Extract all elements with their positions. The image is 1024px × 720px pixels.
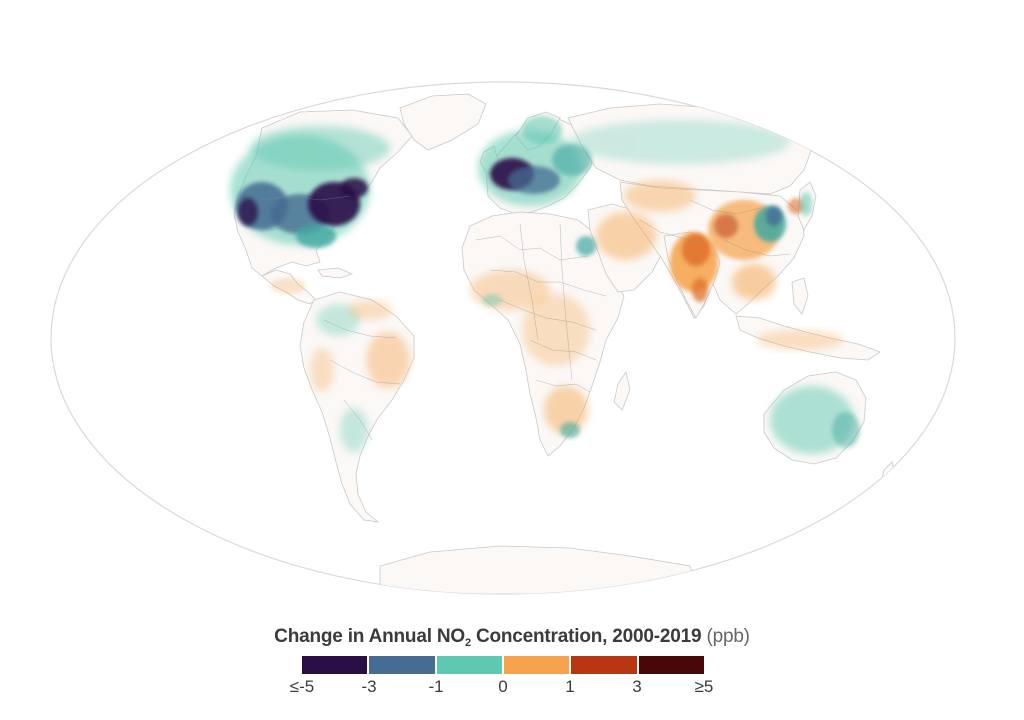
africa-south-orange xyxy=(544,386,588,434)
central-asia-orange xyxy=(624,180,696,212)
world-map xyxy=(50,81,956,595)
china-blue-east xyxy=(766,206,782,226)
no2-change-overlay xyxy=(230,116,860,454)
philippines xyxy=(791,277,809,315)
legend-title-subscript: 2 xyxy=(464,637,471,649)
eu-east-teal xyxy=(552,144,592,176)
africa-north-teal xyxy=(576,236,596,256)
legend-tick-5: 1 xyxy=(565,677,575,696)
legend-ticks: ≤-5 -3 -1 0 1 3 ≥5 xyxy=(0,677,1024,701)
legend-tick-3: -1 xyxy=(428,677,444,696)
india-south xyxy=(692,278,708,302)
caribbean-islands xyxy=(317,267,354,279)
sa-orange-east xyxy=(366,332,410,388)
australia-teal xyxy=(770,386,854,454)
sa-orange-north xyxy=(348,300,392,320)
legend-unit: (ppb) xyxy=(706,626,750,647)
na-purple-northeast xyxy=(340,178,368,198)
eu-blue-ring xyxy=(508,166,560,194)
china-red-west xyxy=(714,214,738,238)
se-asia-orange xyxy=(732,264,776,300)
legend-title-rest: Concentration, 2000-2019 xyxy=(470,626,702,647)
middle-east-orange xyxy=(596,212,656,260)
legend-tick-4: 0 xyxy=(498,677,508,696)
legend-swatch-6 xyxy=(638,656,704,674)
australia-teal-east xyxy=(832,412,860,448)
na-north-teal xyxy=(250,126,390,170)
legend-title: Change in Annual NO2 Concentration, 2000… xyxy=(0,626,1024,649)
legend-swatch-4 xyxy=(503,656,570,674)
legend-title-main: Change in Annual NO xyxy=(274,626,465,647)
na-teal-south xyxy=(296,224,336,248)
na-purple-west xyxy=(238,198,258,226)
north-asia-teal xyxy=(570,120,790,164)
legend-tick-7: ≥5 xyxy=(694,677,714,696)
india-red-core xyxy=(682,234,710,266)
japan-teal xyxy=(800,192,812,216)
africa-west-teal xyxy=(482,294,502,306)
legend-swatch-3 xyxy=(436,656,502,674)
africa-central-orange xyxy=(522,294,590,366)
legend-swatch-2 xyxy=(369,656,435,674)
korea-orange xyxy=(788,198,804,214)
sa-teal-south xyxy=(340,408,368,452)
legend-tick-1: ≤-5 xyxy=(289,677,315,696)
antarctica xyxy=(379,545,701,594)
indonesia-mix xyxy=(756,330,844,350)
legend: Change in Annual NO2 Concentration, 2000… xyxy=(0,622,1024,712)
madagascar xyxy=(613,370,631,411)
legend-tick-2: -3 xyxy=(361,677,377,696)
central-america-mix xyxy=(270,278,306,294)
africa-south-teal xyxy=(560,422,580,438)
eu-scandinavia-teal xyxy=(522,116,562,144)
legend-color-bar xyxy=(302,656,704,674)
legend-tick-6: 3 xyxy=(632,677,642,696)
sa-orange-west xyxy=(310,348,334,392)
country-borders xyxy=(259,195,791,441)
legend-swatch-1 xyxy=(302,656,368,674)
legend-swatch-5 xyxy=(571,656,637,674)
